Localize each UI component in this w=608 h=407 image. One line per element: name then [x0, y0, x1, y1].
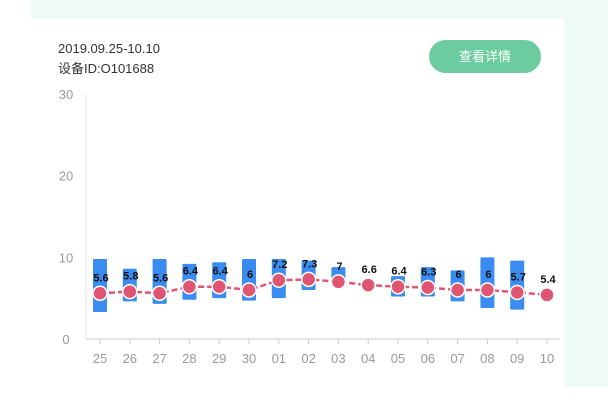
data-label: 5.6 [93, 272, 108, 284]
chart-card [36, 18, 564, 387]
data-point [92, 285, 108, 302]
x-tick-label: 27 [152, 351, 166, 366]
date-range: 2019.09.25-10.10 [58, 41, 160, 56]
data-label: 6 [485, 269, 491, 281]
data-point [122, 283, 138, 300]
data-point [479, 282, 496, 298]
data-point [330, 274, 347, 290]
data-label: 6.4 [183, 266, 199, 278]
background-tint-right [564, 0, 608, 387]
data-label: 6 [247, 269, 253, 281]
data-label: 7.3 [302, 258, 317, 270]
data-label: 6.4 [213, 266, 229, 278]
x-tick-label: 09 [510, 351, 524, 366]
data-point [211, 278, 227, 295]
x-tick-label: 03 [331, 351, 345, 366]
y-tick-label: 10 [59, 250, 73, 265]
y-tick-label: 20 [59, 169, 73, 184]
x-tick-label: 29 [212, 351, 226, 366]
device-id: 设备ID:O101688 [58, 61, 155, 76]
data-point [390, 278, 406, 295]
data-point [449, 282, 466, 298]
data-point [539, 287, 555, 303]
data-label: 5.7 [511, 271, 526, 283]
view-details-button[interactable]: 查看详情 [429, 40, 541, 73]
data-label: 6.6 [362, 264, 377, 276]
x-tick-label: 30 [242, 351, 256, 366]
data-point [151, 285, 168, 302]
range-bar [93, 258, 107, 313]
background-tint-top [30, 0, 564, 18]
x-tick-label: 25 [93, 351, 107, 366]
data-point [181, 278, 198, 295]
data-point [300, 271, 317, 288]
series-line [99, 278, 548, 297]
x-tick-label: 26 [123, 351, 137, 366]
x-tick-label: 10 [540, 351, 554, 366]
data-label: 7.2 [272, 259, 287, 271]
x-tick-label: 07 [450, 351, 464, 366]
data-label: 5.6 [153, 272, 168, 284]
data-label: 6.3 [421, 267, 436, 279]
x-tick-label: 02 [301, 351, 315, 366]
data-point [509, 284, 525, 301]
data-label: 6 [456, 269, 462, 281]
x-tick-label: 08 [480, 351, 494, 366]
data-label: 5.4 [540, 274, 556, 286]
x-tick-label: 04 [361, 351, 375, 366]
data-label: 7 [336, 261, 342, 273]
x-tick-label: 28 [182, 351, 196, 366]
y-tick-label: 0 [62, 332, 69, 347]
x-tick-label: 05 [391, 351, 405, 366]
data-label: 5.8 [123, 271, 138, 283]
data-point [241, 282, 257, 298]
y-tick-label: 30 [59, 87, 73, 102]
data-label: 6.4 [391, 266, 407, 278]
data-point [271, 272, 287, 288]
data-point [420, 279, 436, 296]
data-point [360, 277, 376, 293]
x-tick-label: 01 [272, 351, 286, 366]
x-tick-label: 06 [421, 351, 435, 366]
